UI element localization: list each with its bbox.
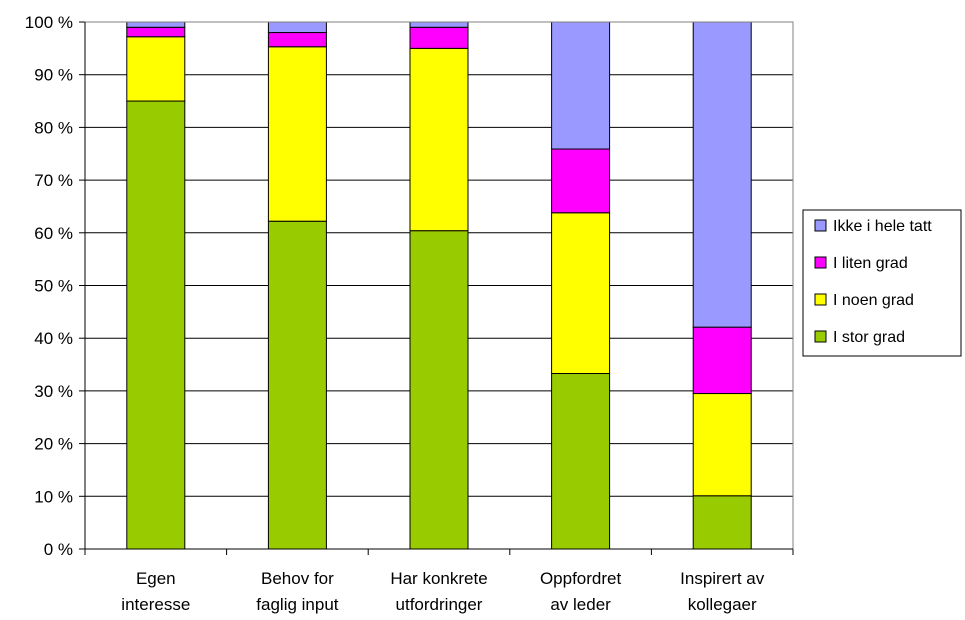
legend-label: I noen grad (833, 292, 914, 309)
y-tick-label: 90 % (34, 66, 73, 85)
bar-segment (551, 212, 611, 375)
y-tick-label: 60 % (34, 224, 73, 243)
y-tick-label: 30 % (34, 382, 73, 401)
y-tick-labels: 0 % 10 % 20 % 30 % 40 % 50 % 60 % 70 % 80 % 90 % 1… (25, 13, 73, 559)
bar-segment (692, 393, 752, 497)
x-category-label: Oppfordret av leder (540, 569, 622, 614)
legend-swatch (814, 256, 827, 269)
bar-segment (551, 373, 611, 550)
bar-segment (551, 21, 611, 150)
bar-segment (409, 230, 469, 550)
y-tick-label: 40 % (34, 329, 73, 348)
bar-segment (126, 26, 186, 38)
bar-segment (409, 47, 469, 232)
x-category-label: Behov for faglig input (256, 569, 339, 614)
legend-label: Ikke i hele tatt (833, 218, 932, 235)
x-category-labels: Egen interesse Behov for faglig input Har ko… (121, 569, 764, 614)
x-category-label: Har konkrete utfordringer (390, 569, 487, 614)
bar-segment (692, 495, 752, 550)
axes (79, 21, 794, 555)
y-tick-label: 80 % (34, 118, 73, 137)
y-tick-label: 10 % (34, 487, 73, 506)
legend: Ikke i hele tatt I liten grad I noen grad I… (802, 209, 962, 357)
bar-segment (267, 32, 327, 48)
bar-segment (126, 21, 186, 28)
bar-segment (267, 21, 327, 34)
legend-swatch (814, 330, 827, 343)
legend-box (802, 209, 962, 357)
legend-swatch (814, 293, 827, 306)
legend-label: I liten grad (833, 255, 908, 272)
bar-segment (267, 46, 327, 222)
bar-segment (126, 36, 186, 102)
bar-segment (126, 100, 186, 550)
bar-segment (551, 148, 611, 214)
bar-segment (409, 26, 469, 49)
y-tick-label: 70 % (34, 171, 73, 190)
bar-segment (409, 21, 469, 28)
y-tick-label: 100 % (25, 13, 73, 32)
x-category-label: Egen interesse (121, 569, 190, 614)
bar-segment (692, 21, 752, 328)
legend-swatch (814, 219, 827, 232)
x-category-label: Inspirert av kollegaer (680, 569, 765, 614)
bar-segment (692, 326, 752, 395)
y-tick-label: 50 % (34, 277, 73, 296)
bars (126, 21, 752, 550)
y-tick-label: 20 % (34, 435, 73, 454)
bar-segment (267, 220, 327, 550)
legend-label: I stor grad (833, 329, 905, 346)
y-tick-label: 0 % (44, 540, 73, 559)
